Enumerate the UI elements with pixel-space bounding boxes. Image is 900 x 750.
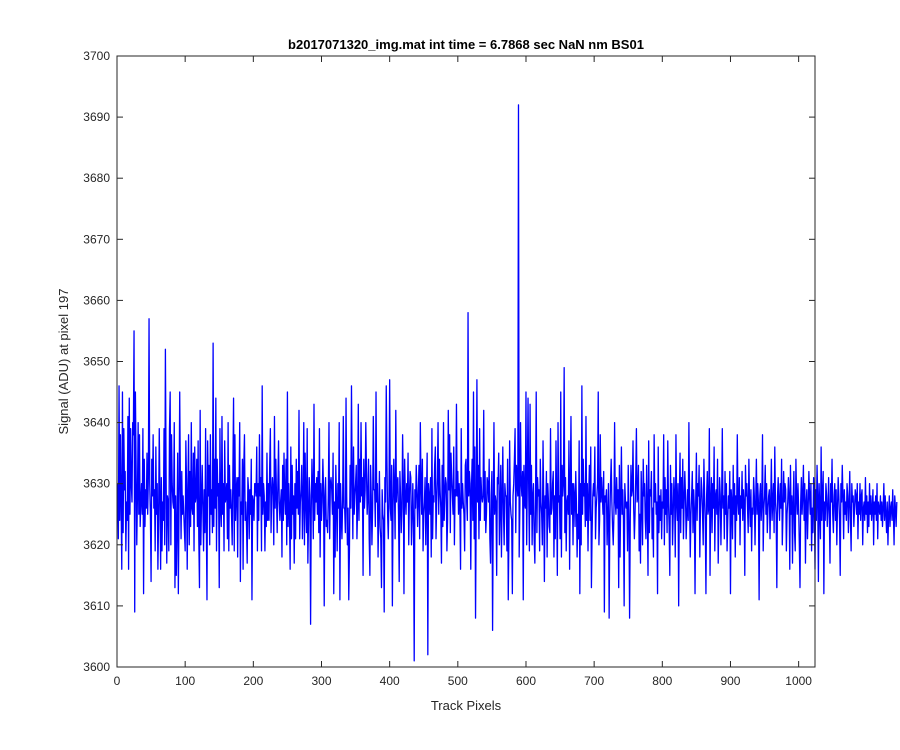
y-axis-label: Signal (ADU) at pixel 197 — [56, 289, 71, 435]
x-tick-label: 1000 — [785, 674, 812, 688]
y-tick-label: 3600 — [83, 660, 110, 674]
x-tick-label: 0 — [114, 674, 121, 688]
x-tick-label: 400 — [380, 674, 400, 688]
y-tick-label: 3640 — [83, 416, 110, 430]
y-tick-label: 3650 — [83, 355, 110, 369]
series-line — [117, 104, 898, 662]
plot-area — [117, 56, 815, 667]
x-tick-label: 800 — [652, 674, 672, 688]
x-tick-label: 200 — [243, 674, 263, 688]
x-tick-label: 900 — [720, 674, 740, 688]
x-tick-label: 300 — [311, 674, 331, 688]
y-tick-label: 3700 — [83, 49, 110, 63]
y-tick-label: 3660 — [83, 293, 110, 307]
y-tick-label: 3620 — [83, 538, 110, 552]
x-tick-label: 600 — [516, 674, 536, 688]
y-tick-label: 3630 — [83, 477, 110, 491]
x-tick-label: 700 — [584, 674, 604, 688]
chart-title: b2017071320_img.mat int time = 6.7868 se… — [288, 37, 644, 52]
x-tick-label: 100 — [175, 674, 195, 688]
y-tick-label: 3680 — [83, 171, 110, 185]
axes-box — [116, 55, 816, 668]
x-tick-label: 500 — [448, 674, 468, 688]
y-tick-label: 3610 — [83, 599, 110, 613]
x-axis-label: Track Pixels — [431, 698, 502, 713]
y-tick-label: 3670 — [83, 232, 110, 246]
series-layer — [117, 104, 898, 662]
tick-layer: 0 100 200 300 400 500 600 700 800 900 1000 3600 3610… — [83, 49, 815, 688]
y-tick-label: 3690 — [83, 110, 110, 124]
